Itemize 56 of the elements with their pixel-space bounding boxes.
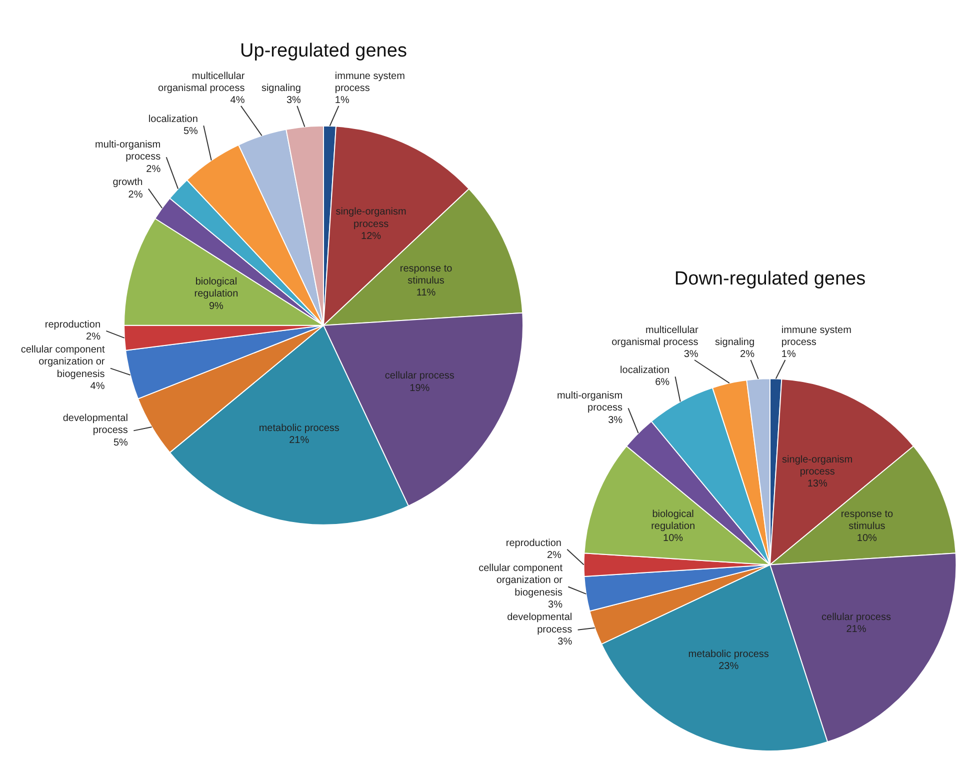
slice-label: multicellular organismal process	[612, 324, 699, 348]
data-label: 6%	[655, 377, 670, 388]
slice-label: immune system process	[781, 324, 852, 348]
data-label: 10%	[663, 533, 684, 544]
slice-label: multi-organism process	[95, 140, 161, 163]
data-label: 3%	[548, 599, 563, 610]
slice-label: cellular process	[822, 612, 891, 623]
slice-label: metabolic process	[688, 648, 769, 660]
slice-label: signaling	[715, 336, 755, 348]
slice-label: localization	[148, 114, 198, 126]
slice-label: reproduction	[506, 538, 562, 549]
data-label: 11%	[416, 288, 436, 299]
slice-label: growth	[112, 177, 143, 188]
slice-label: developmental process	[507, 612, 572, 636]
data-label: 3%	[286, 94, 302, 106]
data-label: 5%	[183, 126, 198, 138]
slice-label: cellular component organization or biogenesis	[20, 344, 106, 380]
data-label: 2%	[86, 332, 101, 343]
data-label: 3%	[684, 348, 698, 360]
data-label: 3%	[608, 414, 623, 426]
data-label: 4%	[90, 380, 105, 392]
data-label: 9%	[208, 300, 224, 312]
slice-label: cellular component organization or biogenesis	[478, 563, 564, 598]
data-label: 2%	[128, 189, 143, 200]
data-label: 3%	[558, 636, 572, 648]
slice-label: signaling	[261, 82, 301, 94]
slice-label: metabolic process	[258, 422, 340, 434]
data-label: 21%	[289, 434, 310, 446]
data-label: 2%	[740, 348, 755, 360]
slice-label: immune system process	[334, 70, 405, 94]
slice-label: biological regulation	[651, 508, 696, 532]
data-label: 23%	[718, 661, 739, 672]
slice-label: multicellular organismal process	[158, 70, 246, 94]
data-label: 19%	[410, 382, 430, 394]
data-label: 13%	[807, 478, 828, 490]
slice-label: biological regulation	[194, 276, 238, 300]
slice-label: single-organism process	[782, 454, 853, 478]
slice-label: multi-organism process	[556, 390, 623, 414]
data-label: 5%	[113, 437, 128, 448]
chart-title: Up-regulated genes	[240, 40, 407, 62]
data-label: 2%	[146, 164, 161, 175]
chart-title: Down-regulated genes	[674, 268, 866, 290]
slice-label: cellular process	[384, 370, 454, 382]
data-label: 12%	[361, 230, 382, 242]
slice-label: response to stimulus	[840, 508, 894, 532]
slice-label: single-organism process	[336, 206, 406, 230]
data-label: 10%	[856, 533, 878, 544]
data-label: 1%	[781, 348, 796, 360]
data-label: 2%	[547, 550, 562, 561]
data-label: 1%	[334, 94, 350, 106]
slice-label: localization	[620, 365, 670, 376]
data-label: 21%	[846, 624, 866, 635]
slice-label: response to stimulus	[400, 263, 453, 287]
slice-label: developmental process	[62, 413, 128, 436]
slice-label: reproduction	[44, 319, 101, 330]
data-label: 4%	[230, 94, 245, 106]
